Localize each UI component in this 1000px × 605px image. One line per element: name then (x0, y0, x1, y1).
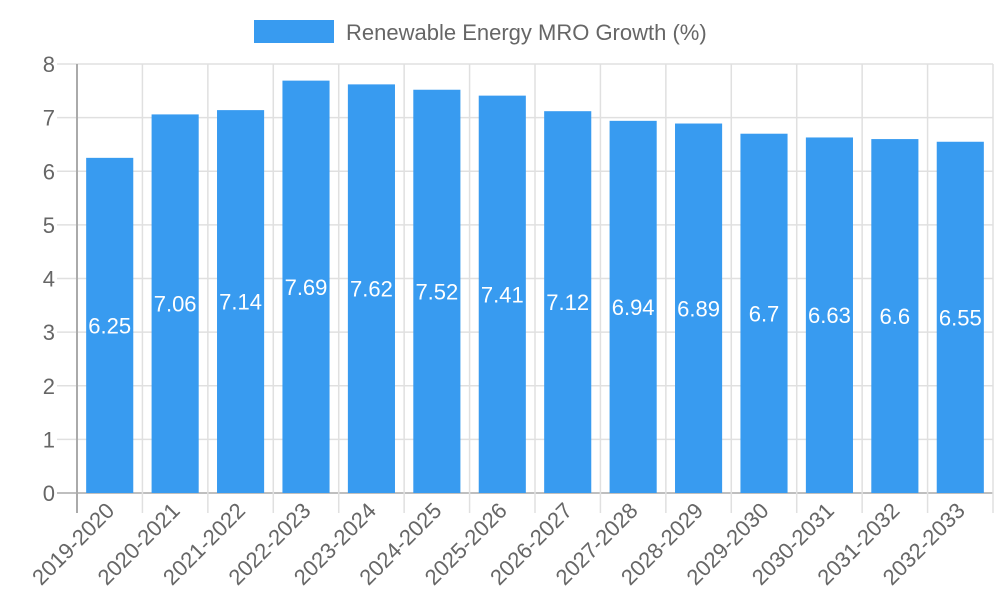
data-label: 7.41 (481, 282, 524, 307)
data-label: 6.94 (612, 295, 655, 320)
bar (86, 157, 134, 493)
legend-label: Renewable Energy MRO Growth (%) (346, 20, 707, 45)
bar (544, 111, 592, 493)
bar (478, 95, 526, 494)
y-axis-ticks: 0 1 2 3 4 5 6 7 8 (43, 52, 55, 506)
data-label: 6.6 (880, 304, 911, 329)
bar (282, 80, 330, 493)
data-label: 6.7 (749, 301, 780, 326)
data-label: 7.52 (415, 279, 458, 304)
bar (871, 139, 919, 493)
data-label: 6.55 (939, 305, 982, 330)
bar (609, 120, 657, 493)
data-label: 6.89 (677, 296, 720, 321)
bar (805, 137, 853, 493)
data-label: 7.12 (546, 290, 589, 315)
y-tick-label: 4 (43, 267, 55, 292)
bar (740, 133, 788, 493)
bar (151, 114, 199, 493)
bar (413, 89, 461, 494)
y-tick-label: 5 (43, 213, 55, 238)
legend-swatch (254, 20, 334, 43)
data-label: 6.63 (808, 303, 851, 328)
grid (57, 63, 994, 513)
bar (217, 110, 265, 494)
y-tick-label: 0 (43, 481, 55, 506)
bar (675, 123, 723, 494)
y-tick-label: 3 (43, 320, 55, 345)
y-tick-label: 6 (43, 159, 55, 184)
y-tick-label: 1 (43, 427, 55, 452)
y-tick-label: 7 (43, 106, 55, 131)
bars (86, 80, 984, 494)
legend[interactable]: Renewable Energy MRO Growth (%) (254, 20, 707, 45)
y-tick-label: 2 (43, 374, 55, 399)
data-label: 7.69 (285, 275, 328, 300)
data-label: 7.06 (154, 292, 197, 317)
data-labels: 6.25 7.06 7.14 7.69 7.62 7.52 7.41 7.12 6.94 6.89… (88, 275, 981, 339)
data-label: 6.25 (88, 313, 131, 338)
bar (936, 141, 984, 493)
y-tick-label: 8 (43, 52, 55, 77)
data-label: 7.14 (219, 290, 262, 315)
bar (347, 84, 395, 493)
x-axis-ticks: 2019-20202020-20212021-20222022-20232023… (27, 498, 970, 590)
data-label: 7.62 (350, 277, 393, 302)
